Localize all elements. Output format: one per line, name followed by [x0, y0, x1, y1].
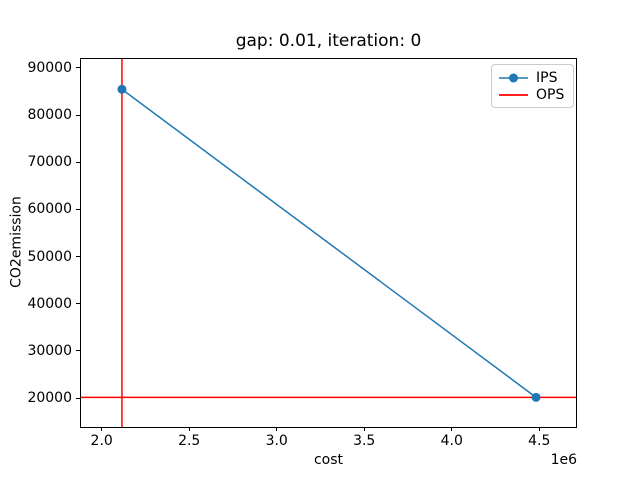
- x-axis-offset-label: 1e6: [550, 452, 577, 468]
- x-axis-label: cost: [313, 452, 344, 468]
- x-tick-label: 2.5: [178, 433, 201, 449]
- y-tick-mark: [76, 208, 80, 210]
- y-tick-label: 20000: [27, 390, 72, 406]
- y-tick-label: 60000: [27, 201, 72, 218]
- y-tick-mark: [76, 161, 80, 163]
- x-tick-mark: [538, 427, 540, 431]
- x-tick-label: 3.0: [265, 433, 288, 449]
- y-tick-mark: [76, 350, 80, 352]
- legend: IPS OPS: [491, 64, 574, 108]
- legend-label-ips: IPS: [536, 69, 558, 86]
- chart-title: gap: 0.01, iteration: 0: [235, 31, 422, 51]
- y-tick-label: 50000: [27, 248, 72, 265]
- y-tick-label: 40000: [27, 295, 72, 312]
- x-tick-label: 2.0: [90, 433, 113, 449]
- x-tick-label: 3.5: [353, 433, 376, 449]
- y-tick-mark: [76, 303, 80, 305]
- y-tick-mark: [76, 114, 80, 116]
- ips-data-point: [117, 84, 127, 94]
- y-tick-label: 30000: [27, 342, 72, 359]
- legend-ops-line-icon: [499, 93, 528, 96]
- x-tick-label: 4.5: [528, 433, 551, 449]
- legend-label-ops: OPS: [536, 86, 565, 103]
- y-tick-mark: [76, 256, 80, 258]
- y-tick-mark: [76, 397, 80, 399]
- ips-data-point: [531, 392, 541, 402]
- x-tick-mark: [276, 427, 278, 431]
- x-tick-mark: [363, 427, 365, 431]
- x-tick-mark: [101, 427, 103, 431]
- x-tick-label: 4.0: [440, 433, 463, 449]
- legend-entry-ips: IPS: [498, 69, 566, 86]
- legend-entry-ops: OPS: [498, 86, 566, 103]
- y-tick-label: 90000: [27, 59, 72, 76]
- plot-area: [80, 58, 577, 428]
- x-tick-mark: [451, 427, 453, 431]
- y-tick-mark: [76, 67, 80, 69]
- chart-canvas: [81, 59, 576, 427]
- legend-ips-line-marker-icon: [499, 73, 528, 82]
- y-tick-label: 70000: [27, 154, 72, 171]
- ips-line: [121, 88, 537, 398]
- y-tick-label: 80000: [27, 107, 72, 124]
- y-axis-label: CO2emission: [8, 196, 25, 288]
- x-tick-mark: [188, 427, 190, 431]
